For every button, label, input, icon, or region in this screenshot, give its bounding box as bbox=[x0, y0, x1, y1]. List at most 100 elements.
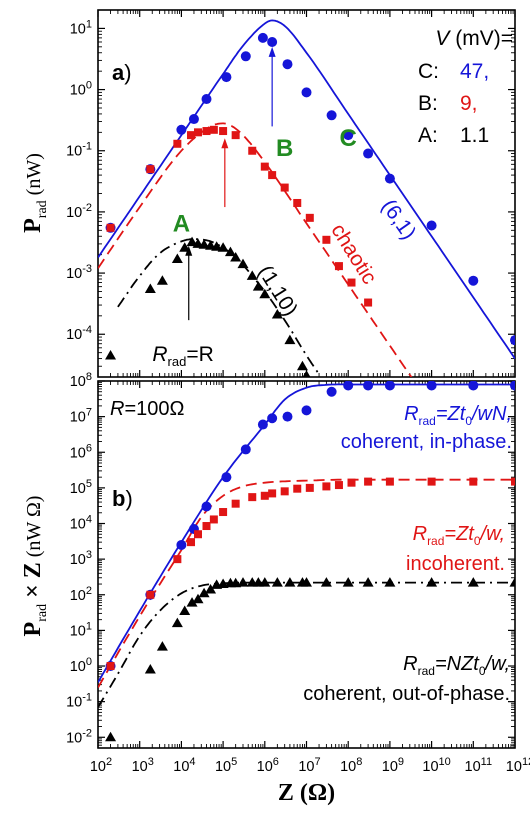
panel-a-labels: a) V (mV)= C: 47, B: 9, A: 1.1 C B A (6,1)chaotic (1… bbox=[20, 27, 513, 369]
b-ytick-exp: -1 bbox=[82, 692, 92, 704]
b-ytick-base: 10 bbox=[70, 517, 86, 533]
b-ytick-exp: -2 bbox=[82, 727, 92, 739]
a-point-A bbox=[156, 275, 168, 285]
a-ytick-exp: -4 bbox=[82, 324, 92, 336]
a-point-C bbox=[426, 220, 437, 231]
b-point-C bbox=[240, 444, 251, 455]
xtick-base: 10 bbox=[90, 759, 106, 775]
legend-key-text: B: bbox=[418, 92, 438, 115]
legend-key: C: bbox=[418, 60, 439, 83]
a-point-A bbox=[246, 270, 258, 280]
b-ytick-exp: 5 bbox=[86, 478, 92, 490]
b-point-A bbox=[509, 577, 515, 587]
a-point-A bbox=[105, 349, 117, 360]
b-ytick-label: 104 bbox=[70, 514, 92, 533]
a-point-A bbox=[302, 370, 311, 377]
xtick-exp: 4 bbox=[189, 756, 195, 768]
a-point-B bbox=[173, 139, 182, 148]
a-point-B bbox=[146, 165, 155, 174]
formula-r: R bbox=[404, 403, 418, 425]
series-letter-text: A bbox=[173, 210, 190, 237]
ylabel-a-sub: rad bbox=[35, 200, 50, 218]
ylabel-b-unit: (nW Ω) bbox=[23, 496, 45, 563]
xtick-label: 1010 bbox=[422, 756, 450, 775]
formula-rest2: /w, bbox=[479, 523, 505, 545]
xtick-label: 108 bbox=[340, 756, 362, 775]
b-ytick-base: 10 bbox=[70, 481, 86, 497]
a-point-B bbox=[334, 262, 343, 271]
b-point-A bbox=[362, 577, 374, 587]
b-ytick-base: 10 bbox=[70, 623, 86, 639]
b-ytick-exp: 0 bbox=[86, 656, 92, 668]
rrad-annotation: Rrad=R bbox=[152, 343, 213, 369]
curve-label-text: chaotic bbox=[326, 220, 381, 289]
b-curve-solid bbox=[98, 383, 515, 683]
curve-formula-label: Rrad=Zt0/w, bbox=[413, 523, 505, 548]
a-point-A bbox=[224, 246, 236, 257]
curve-label-text: (6,1) bbox=[377, 195, 421, 244]
x-axis-label: Z (Ω) bbox=[278, 780, 335, 806]
b-point-A bbox=[171, 617, 183, 628]
a-point-A bbox=[179, 242, 191, 252]
a-point-C bbox=[510, 335, 515, 346]
b-point-C bbox=[267, 413, 278, 424]
formula-sub: rad bbox=[418, 664, 435, 678]
formula-sub2: 0 bbox=[479, 664, 486, 678]
a-point-A bbox=[271, 309, 283, 319]
b-ytick-label: 107 bbox=[70, 407, 92, 426]
a-point-A bbox=[198, 239, 210, 249]
b-point-A bbox=[301, 577, 312, 587]
b-point-A bbox=[230, 577, 242, 588]
formula-rest2: /w, bbox=[484, 653, 510, 675]
a-point-C bbox=[267, 36, 278, 47]
legend-title: V (mV)= bbox=[435, 27, 513, 50]
b-point-B bbox=[469, 477, 478, 486]
b-ytick-base: 10 bbox=[70, 659, 86, 675]
b-point-A bbox=[467, 577, 479, 587]
a-point-A bbox=[237, 258, 249, 269]
xtick-label: 102 bbox=[90, 756, 112, 775]
a-point-A bbox=[186, 236, 198, 247]
a-point-C bbox=[301, 87, 312, 98]
a-point-B bbox=[219, 127, 228, 136]
ylabel-b-rest: × Z bbox=[20, 562, 46, 604]
curve-desc-label: incoherent. bbox=[406, 553, 505, 575]
ylabel-b-main: P bbox=[20, 622, 46, 637]
a-ytick-base: 10 bbox=[70, 83, 86, 99]
b-point-B bbox=[106, 662, 115, 671]
a-ytick-base: 10 bbox=[70, 21, 86, 37]
xtick-base: 10 bbox=[215, 759, 231, 775]
curve-label: (6,1) bbox=[377, 195, 421, 244]
xtick-base: 10 bbox=[382, 759, 398, 775]
a-ytick-base: 10 bbox=[66, 327, 82, 343]
b-point-A bbox=[217, 578, 229, 589]
panel-paren-b: ) bbox=[125, 486, 132, 511]
a-point-A bbox=[144, 283, 156, 293]
a-ytick-base: 10 bbox=[66, 205, 82, 221]
xtick-base: 10 bbox=[340, 759, 356, 775]
b-point-A bbox=[186, 597, 198, 607]
a-point-B bbox=[209, 125, 218, 134]
legend-key: B: bbox=[418, 92, 438, 115]
formula-rest2: /wN, bbox=[470, 403, 512, 425]
curve-desc-text: coherent, in-phase. bbox=[341, 431, 512, 453]
a-point-B bbox=[364, 298, 373, 307]
b-point-C bbox=[426, 381, 437, 391]
curve-label: (1,10) bbox=[253, 261, 302, 320]
xtick-label: 1012 bbox=[506, 756, 530, 775]
y-axis-label-b: Prad × Z (nW Ω) bbox=[20, 496, 50, 637]
b-point-B bbox=[511, 477, 515, 486]
b-point-A bbox=[192, 593, 204, 604]
b-ytick-label: 102 bbox=[70, 585, 92, 604]
b-point-A bbox=[384, 577, 396, 587]
xlabel-text: Z (Ω) bbox=[278, 780, 335, 806]
ylabel-b-sub: rad bbox=[35, 604, 50, 622]
formula-rest: =Zt bbox=[444, 523, 475, 545]
legend-title-unit: (mV)= bbox=[449, 27, 513, 50]
xtick-base: 10 bbox=[422, 759, 438, 775]
legend-value-text: 47, bbox=[460, 60, 489, 83]
curve-desc-text: coherent, out-of-phase. bbox=[303, 683, 510, 705]
b-ytick-exp: 7 bbox=[86, 407, 92, 419]
a-point-B bbox=[187, 131, 196, 140]
